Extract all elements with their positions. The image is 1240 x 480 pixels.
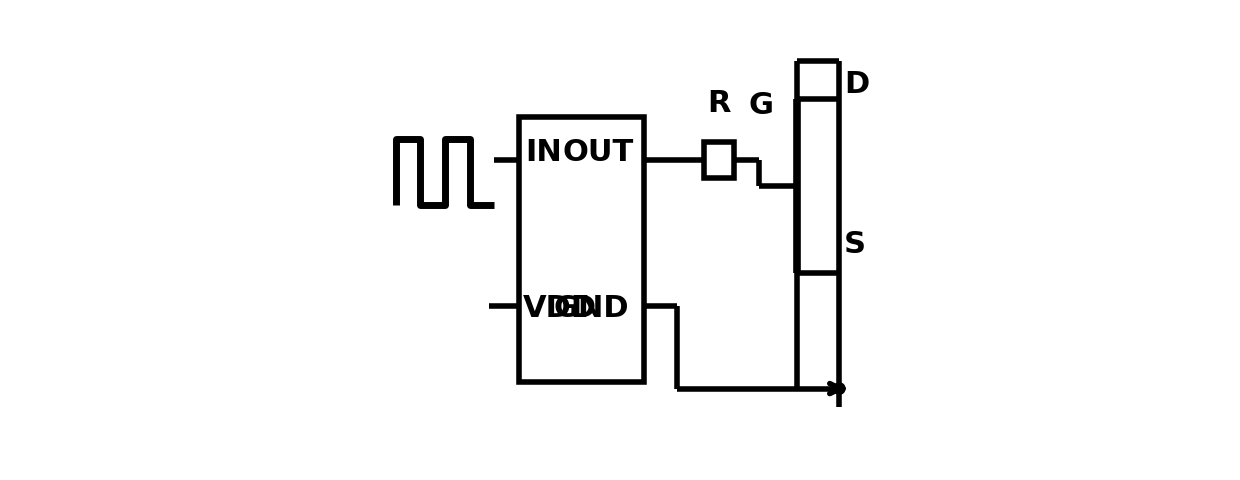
Text: GND: GND <box>554 294 630 323</box>
Bar <box>518 118 644 382</box>
Text: IN: IN <box>526 138 563 167</box>
Bar <box>704 142 734 178</box>
Text: D: D <box>844 70 869 99</box>
Text: OUT: OUT <box>563 138 634 167</box>
Text: VDD: VDD <box>523 294 598 323</box>
Text: G: G <box>749 91 774 120</box>
Text: S: S <box>844 230 866 259</box>
Text: R: R <box>707 89 730 118</box>
Circle shape <box>833 383 844 394</box>
